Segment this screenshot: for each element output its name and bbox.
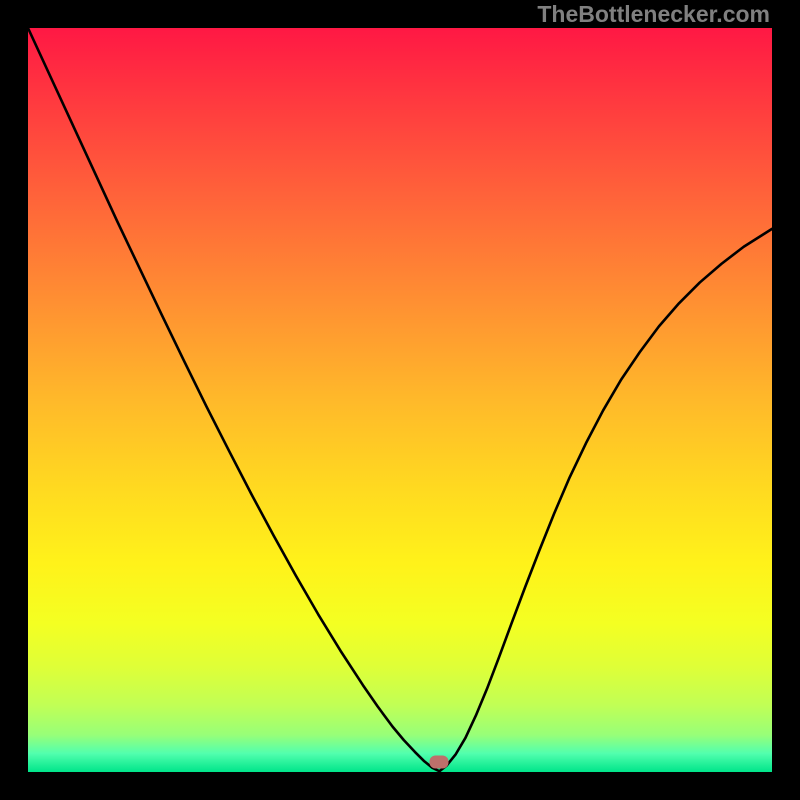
chart-frame: TheBottlenecker.com (0, 0, 800, 800)
optimum-marker (430, 756, 449, 769)
frame-border-right (772, 0, 800, 800)
watermark-text: TheBottlenecker.com (537, 1, 770, 28)
frame-border-bottom (0, 772, 800, 800)
frame-border-left (0, 0, 28, 800)
plot-area (28, 28, 772, 772)
